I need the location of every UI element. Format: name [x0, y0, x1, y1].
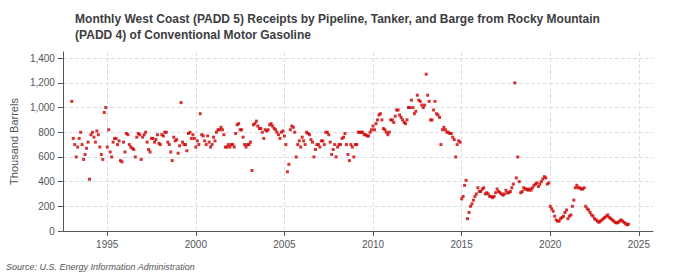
svg-text:1995: 1995 [96, 239, 119, 250]
svg-text:0: 0 [49, 226, 55, 237]
svg-text:2005: 2005 [273, 239, 296, 250]
svg-text:600: 600 [38, 151, 55, 162]
svg-text:1,000: 1,000 [30, 102, 55, 113]
svg-text:1,400: 1,400 [30, 53, 55, 64]
svg-text:Thousand Barrels: Thousand Barrels [8, 98, 20, 185]
svg-text:800: 800 [38, 127, 55, 138]
svg-text:2010: 2010 [362, 239, 385, 250]
svg-text:Source: U.S. Energy Informatio: Source: U.S. Energy Information Administ… [6, 262, 195, 272]
svg-text:1,200: 1,200 [30, 77, 55, 88]
svg-text:2000: 2000 [185, 239, 208, 250]
svg-text:2025: 2025 [628, 239, 651, 250]
svg-text:400: 400 [38, 176, 55, 187]
svg-text:200: 200 [38, 201, 55, 212]
svg-text:(PADD 4) of Conventional Motor: (PADD 4) of Conventional Motor Gasoline [75, 28, 311, 42]
svg-text:2015: 2015 [450, 239, 473, 250]
svg-text:2020: 2020 [539, 239, 562, 250]
svg-text:Monthly West Coast (PADD 5) Re: Monthly West Coast (PADD 5) Receipts by … [75, 12, 600, 26]
